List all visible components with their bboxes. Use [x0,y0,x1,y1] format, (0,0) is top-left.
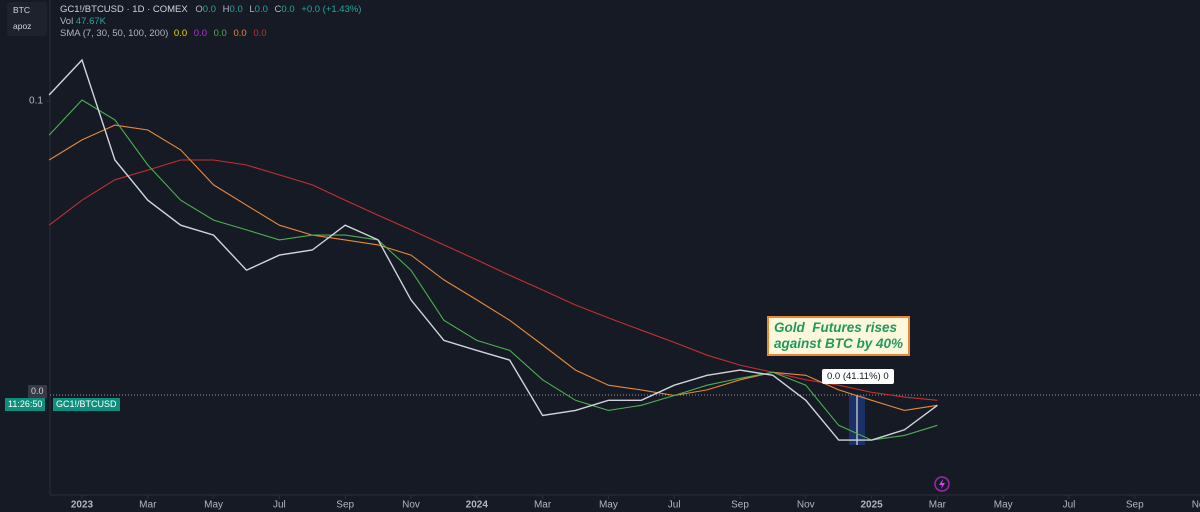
vol-value: 47.67K [75,16,106,27]
symbol-note: apoz [13,21,32,31]
x-tick-label: May [994,500,1013,511]
x-tick-label: 2024 [466,500,489,511]
ohlc-label: H [222,4,230,15]
x-tick-label: Nov [1192,500,1200,511]
ohlc-value: 0.0 [202,4,216,15]
ohlc-value: 0.0 [229,4,243,15]
price-line-series [48,58,938,441]
sma-value: 0.0 [253,28,267,39]
annotation-line: against BTC by 40% [774,336,904,351]
x-tick-label: Sep [731,500,749,511]
sma-line [48,159,938,401]
sma-line [48,124,938,411]
ohlc-value: 0.0 [254,4,268,15]
x-tick-label: Sep [336,500,354,511]
x-tick-label: May [204,500,223,511]
price-tag: 0.0 [28,385,47,398]
sma-value: 0.0 [173,28,188,39]
x-tick-label: Nov [797,500,815,511]
change: +0.0 (+1.43%) [301,4,362,15]
x-tick-label: 2025 [860,500,883,511]
annotation[interactable]: Gold Futures rises against BTC by 40% [767,316,911,356]
ohlc-label: O [195,4,203,15]
x-tick-label: Mar [534,500,552,511]
x-tick-label: Mar [139,500,157,511]
x-tick-label: Jul [668,500,681,511]
sma-line [48,99,938,441]
ticker: GC1!/BTCUSD · 1D · COMEX [60,4,188,15]
x-tick-label: Mar [929,500,947,511]
alert-icon-glyph [939,479,945,489]
x-tick-label: 2023 [71,500,94,511]
x-tick-label: Sep [1126,500,1144,511]
sma-value: 0.0 [213,28,227,39]
ohlc-label: L [249,4,255,15]
sma-value: 0.0 [193,28,207,39]
x-tick-label: May [599,500,618,511]
header-row: GC1!/BTCUSD · 1D · COMEX O0.0 H0.0 L0.0 … [60,4,365,15]
countdown-tag: 11:26:50 [5,398,46,411]
alert-icon[interactable] [934,476,950,492]
ohlc-label: C [274,4,282,15]
x-tick-label: Nov [402,500,420,511]
sma-value: 0.0 [233,28,247,39]
x-tick-label: Jul [1063,500,1076,511]
sma-label: SMA (7, 30, 50, 100, 200) [60,28,169,39]
y-tick-label: 0.1 [29,96,43,107]
ohlc-value: 0.0 [281,4,295,15]
symbol-box[interactable]: BTC apoz [7,2,47,36]
x-tick-label: Jul [273,500,286,511]
series-tag: GC1!/BTCUSD [53,398,120,411]
sma-row: SMA (7, 30, 50, 100, 200) 0.0 0.0 0.0 0.… [60,28,271,39]
vol-label: Vol [60,16,74,27]
annotation-line: Gold Futures rises [774,320,898,335]
measure-label: 0.0 (41.11%) 0 [822,369,894,384]
symbol: BTC [13,5,30,15]
volume-row: Vol 47.67K [60,16,110,27]
